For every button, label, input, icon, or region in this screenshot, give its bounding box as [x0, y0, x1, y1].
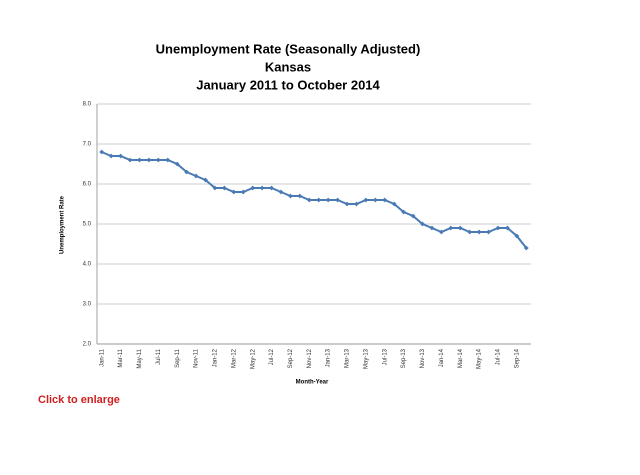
x-tick-label: Nov-12	[307, 348, 313, 368]
y-tick-label: 3.0	[83, 302, 92, 308]
data-point	[127, 157, 133, 163]
x-tick-label: Mar-14	[458, 348, 464, 368]
x-tick-label: Sep-11	[175, 348, 181, 368]
data-point	[99, 149, 105, 155]
y-tick-label: 6.0	[83, 182, 92, 188]
data-point	[401, 209, 407, 215]
data-point	[410, 213, 416, 219]
enlarge-link[interactable]: Click to enlarge	[38, 394, 120, 406]
data-point	[240, 189, 246, 195]
data-point	[316, 197, 322, 203]
x-axis-label: Month-Year	[296, 380, 329, 386]
y-tick-label: 4.0	[83, 262, 92, 268]
x-tick-label: Jul-14	[496, 348, 502, 365]
data-point	[457, 225, 463, 231]
data-point	[325, 197, 331, 203]
y-axis-label: Unemployment Rate	[60, 195, 66, 254]
data-point	[184, 169, 190, 175]
data-point	[382, 197, 388, 203]
data-point	[297, 193, 303, 199]
data-point	[476, 229, 482, 235]
x-tick-label: Sep-12	[288, 348, 294, 368]
x-tick-label: May-13	[363, 348, 369, 369]
y-tick-label: 5.0	[83, 222, 92, 228]
x-tick-label: Jul-12	[269, 348, 275, 365]
data-point	[429, 225, 435, 231]
x-tick-label: Jan-11	[99, 348, 105, 367]
data-point	[269, 185, 274, 191]
x-tick-label: Mar-13	[345, 348, 351, 368]
x-tick-label: May-12	[250, 348, 256, 369]
data-point	[231, 189, 237, 195]
data-point	[486, 229, 491, 235]
x-tick-label: Jan-14	[439, 348, 445, 367]
data-point	[165, 157, 171, 163]
data-point	[514, 233, 520, 239]
data-point	[288, 193, 293, 199]
x-tick-label: May-14	[477, 348, 483, 369]
data-point	[278, 189, 284, 195]
data-point	[155, 157, 161, 163]
data-point	[250, 185, 256, 191]
data-point	[259, 185, 265, 191]
chart-period: January 2011 to October 2014	[196, 77, 380, 92]
data-point	[118, 153, 123, 159]
data-point	[306, 197, 312, 203]
data-point	[438, 229, 444, 235]
chart-subtitle: Kansas	[265, 59, 311, 74]
data-point	[363, 197, 369, 203]
data-point	[221, 185, 227, 191]
data-point	[174, 161, 180, 167]
data-point	[354, 201, 359, 207]
y-tick-label: 8.0	[83, 102, 92, 108]
data-point	[420, 221, 425, 227]
x-tick-label: Jan-13	[326, 348, 332, 367]
data-point	[193, 173, 199, 179]
x-tick-label: Nov-13	[420, 348, 426, 368]
x-tick-label: Mar-12	[231, 348, 237, 368]
data-point	[137, 157, 142, 163]
x-tick-label: Jul-11	[156, 348, 162, 365]
x-tick-label: Sep-13	[401, 348, 407, 368]
data-point	[448, 225, 454, 231]
chart-title: Unemployment Rate (Seasonally Adjusted)	[156, 41, 421, 56]
x-tick-label: Jan-12	[213, 348, 219, 367]
data-point	[372, 197, 378, 203]
x-tick-label: Sep-14	[514, 348, 520, 368]
y-tick-label: 2.0	[83, 342, 92, 348]
x-tick-label: May-11	[137, 348, 143, 368]
data-point	[505, 225, 510, 231]
y-tick-label: 7.0	[83, 142, 92, 148]
x-tick-label: Jul-13	[382, 348, 388, 365]
data-point	[108, 153, 114, 159]
data-point	[146, 157, 152, 163]
data-point	[523, 245, 529, 251]
data-point	[344, 201, 350, 207]
x-tick-label: Mar-11	[118, 348, 124, 367]
data-line	[101, 151, 528, 249]
data-point	[203, 177, 208, 183]
data-point	[391, 201, 397, 207]
x-tick-label: Nov-11	[194, 348, 200, 368]
data-point	[335, 197, 340, 203]
data-point	[495, 225, 501, 231]
data-point	[212, 185, 218, 191]
data-point	[467, 229, 473, 235]
